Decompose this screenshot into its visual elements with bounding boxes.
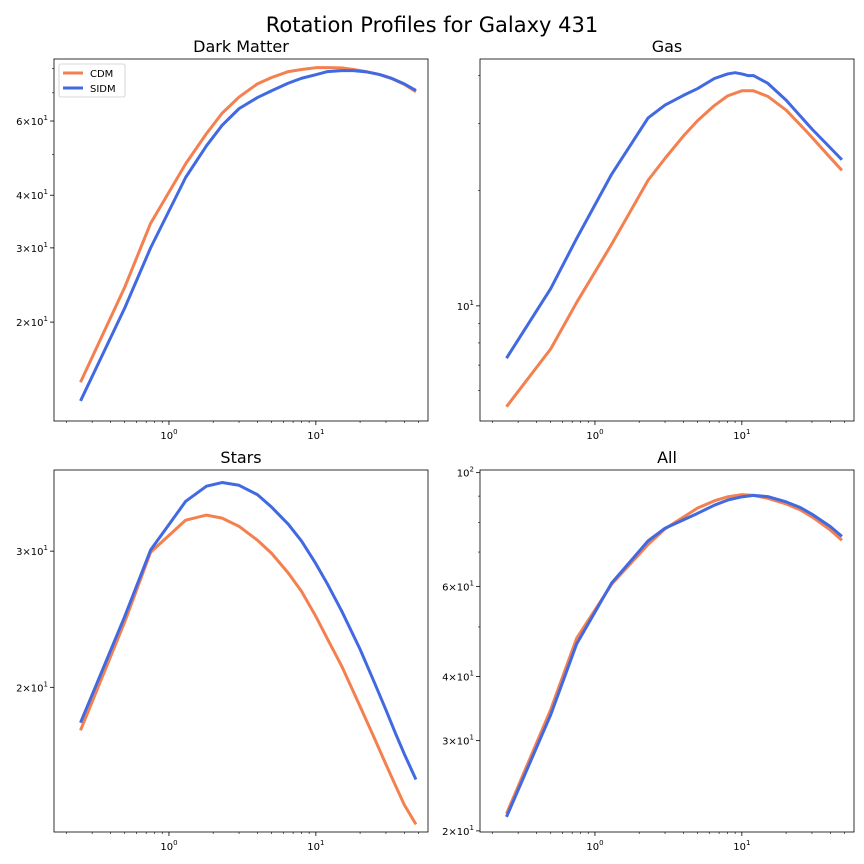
y-tick-label: 3×101 <box>16 544 48 558</box>
x-tick-label: 100 <box>160 839 177 853</box>
axes-frame <box>53 58 429 422</box>
series-line-sidm <box>79 69 417 402</box>
y-tick-label: 3×101 <box>442 734 474 748</box>
series-line-sidm <box>79 481 418 781</box>
y-tick-label: 6×101 <box>16 114 48 128</box>
panel-stars: Stars 100 101 2×101 3×101 <box>16 448 429 853</box>
y-tick-label: 2×101 <box>16 680 48 694</box>
panel-gas: Gas 100 101 101 <box>457 37 855 442</box>
y-tick-label: 102 <box>457 466 474 480</box>
legend: CDM SIDM <box>58 63 126 98</box>
legend-label-cdm: CDM <box>90 69 113 80</box>
axes-frame <box>479 469 855 833</box>
panel-title: All <box>657 448 677 467</box>
series-line-sidm <box>505 71 844 359</box>
axes-frame <box>479 58 855 422</box>
y-tick-label: 4×101 <box>16 188 48 202</box>
x-tick-label: 101 <box>307 428 324 442</box>
panel-title: Gas <box>652 37 683 56</box>
series-line-cdm <box>505 493 843 815</box>
y-tick-label: 4×101 <box>442 670 474 684</box>
legend-label-sidm: SIDM <box>90 84 116 95</box>
x-tick-label: 101 <box>733 428 750 442</box>
series-line-sidm <box>505 493 843 818</box>
panel-all: All 100 101 2×101 3×101 4×101 6×101 102 <box>442 448 855 853</box>
y-tick-label: 6×101 <box>442 579 474 593</box>
y-tick-label: 3×101 <box>16 241 48 255</box>
x-tick-label: 101 <box>307 839 324 853</box>
y-tick-label: 101 <box>457 299 474 313</box>
panel-title: Dark Matter <box>193 37 289 56</box>
x-tick-label: 100 <box>586 428 603 442</box>
axes-frame <box>53 469 429 833</box>
panel-dark-matter: Dark Matter 100 101 2×101 3×101 4×101 6×101 CDM… <box>16 37 429 442</box>
y-tick-label: 2×101 <box>442 824 474 838</box>
y-tick-label: 2×101 <box>16 315 48 329</box>
series-line-cdm <box>79 513 418 826</box>
x-tick-label: 100 <box>160 428 177 442</box>
x-tick-label: 100 <box>586 839 603 853</box>
panel-title: Stars <box>220 448 261 467</box>
x-tick-label: 101 <box>733 839 750 853</box>
series-line-cdm <box>79 66 417 383</box>
series-line-cdm <box>505 89 844 408</box>
figure-title: Rotation Profiles for Galaxy 431 <box>266 13 598 37</box>
